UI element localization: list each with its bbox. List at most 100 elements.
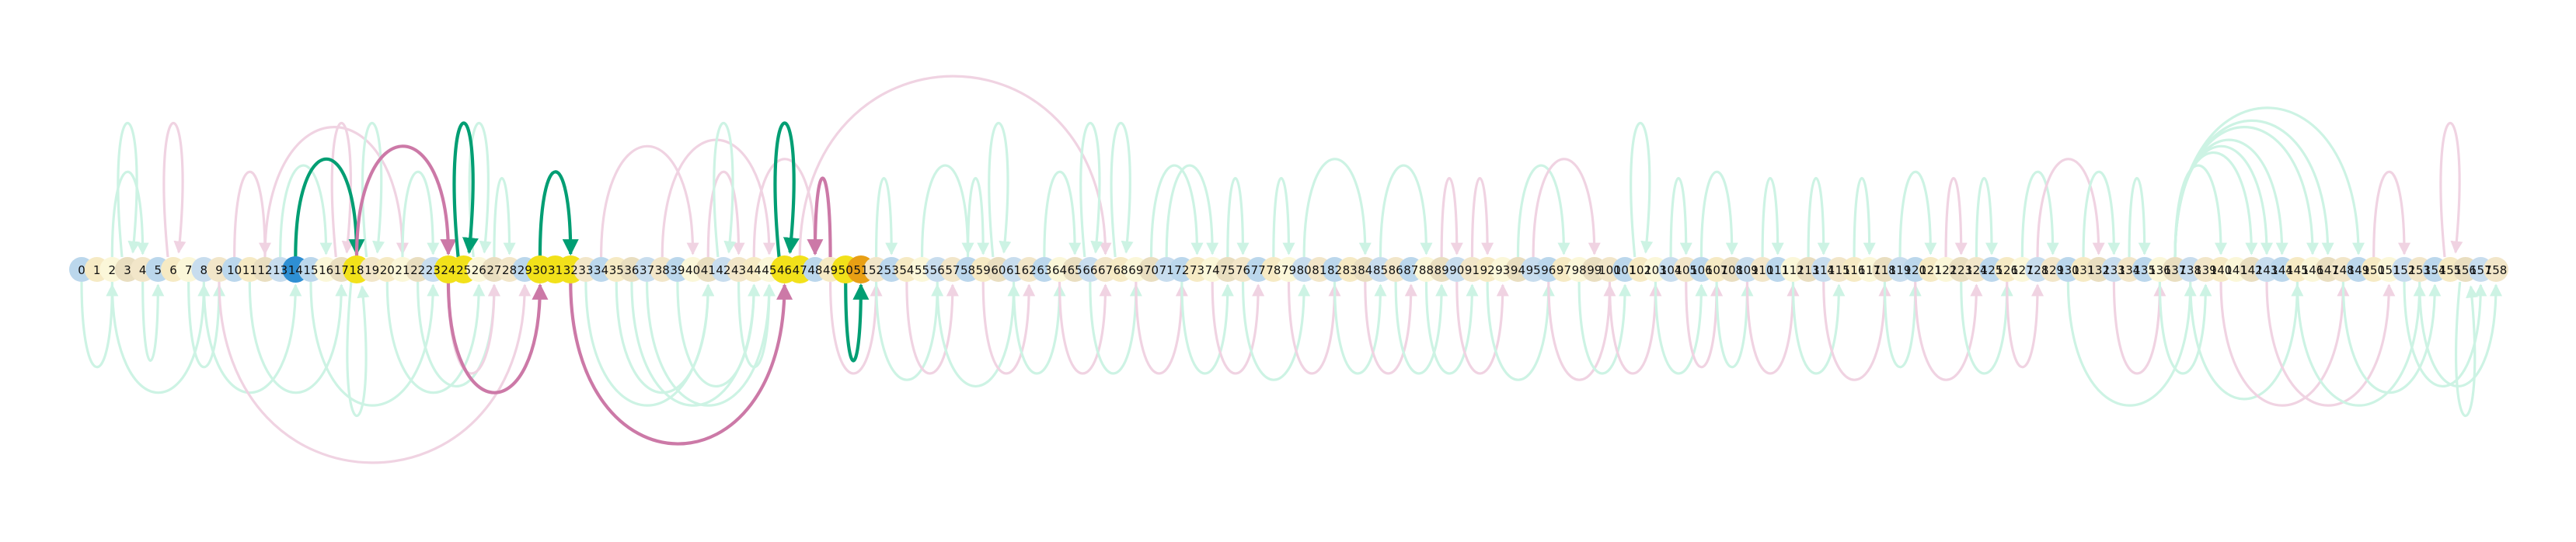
background-edge-82-85 xyxy=(1333,281,1387,375)
background-edge-69-72 xyxy=(1135,281,1188,375)
background-edge-124-125 xyxy=(1975,177,1999,258)
node-label-19: 19 xyxy=(364,263,379,277)
node-label-28: 28 xyxy=(502,263,517,277)
background-edge-21-23 xyxy=(401,170,440,258)
background-edge-95-99 xyxy=(1532,158,1601,258)
node-label-121: 121 xyxy=(1919,263,1942,277)
node-label-118: 118 xyxy=(1874,263,1896,277)
node-label-82: 82 xyxy=(1327,263,1342,277)
background-edge-105-107 xyxy=(1685,281,1724,369)
node-label-31: 31 xyxy=(548,263,563,277)
background-edge-2-4 xyxy=(110,170,149,258)
background-edge-137-140 xyxy=(2173,164,2228,258)
background-edge-72-75 xyxy=(1180,281,1234,375)
node-label-104: 104 xyxy=(1660,263,1682,277)
node-label-112: 112 xyxy=(1782,263,1804,277)
background-edge-103-106 xyxy=(1654,281,1708,375)
node-label-18: 18 xyxy=(349,263,364,277)
node-label-63: 63 xyxy=(1037,263,1051,277)
background-edge-74-77 xyxy=(1211,281,1265,375)
background-edge-91-92 xyxy=(1470,177,1494,258)
background-edge-123-126 xyxy=(1960,281,2013,375)
node-label-34: 34 xyxy=(594,263,608,277)
node-label-137: 137 xyxy=(2164,263,2187,277)
node-label-92: 92 xyxy=(1480,263,1495,277)
node-label-111: 111 xyxy=(1766,263,1789,277)
node-label-80: 80 xyxy=(1297,263,1312,277)
highlighted-edge-25-25 xyxy=(452,121,479,258)
background-edge-128-132 xyxy=(2036,158,2105,258)
background-edge-94-97 xyxy=(1516,164,1570,258)
node-label-57: 57 xyxy=(945,263,960,277)
node-label-72: 72 xyxy=(1174,263,1189,277)
node-label-37: 37 xyxy=(640,263,654,277)
background-edge-130-138 xyxy=(2066,281,2197,407)
node-label-53: 53 xyxy=(884,263,899,277)
node-label-5: 5 xyxy=(155,263,162,277)
node-label-58: 58 xyxy=(960,263,975,277)
node-label-9: 9 xyxy=(215,263,223,277)
highlighted-edge-30-32 xyxy=(538,170,579,258)
node-label-12: 12 xyxy=(257,263,272,277)
node-label-21: 21 xyxy=(395,263,410,277)
node-label-64: 64 xyxy=(1052,263,1067,277)
node-label-151: 151 xyxy=(2378,263,2400,277)
background-edge-63-65 xyxy=(1043,170,1082,258)
background-edge-37-45 xyxy=(645,281,776,407)
node-label-100: 100 xyxy=(1598,263,1621,277)
background-edge-155-155 xyxy=(2439,122,2463,258)
node-label-87: 87 xyxy=(1403,263,1418,277)
node-label-150: 150 xyxy=(2362,263,2385,277)
node-label-133: 133 xyxy=(2103,263,2125,277)
background-edge-138-145 xyxy=(2189,281,2304,401)
background-edge-41-43 xyxy=(706,170,745,258)
background-edge-66-66 xyxy=(1079,122,1103,258)
node-label-20: 20 xyxy=(380,263,395,277)
highlighted-edge-46-46 xyxy=(773,121,800,258)
background-edge-18-18 xyxy=(346,281,370,417)
node-label-108: 108 xyxy=(1720,263,1743,277)
background-edge-109-112 xyxy=(1745,281,1800,375)
node-label-158: 158 xyxy=(2485,263,2508,277)
node-label-43: 43 xyxy=(731,263,746,277)
node-label-54: 54 xyxy=(899,263,914,277)
background-edge-8-14 xyxy=(202,281,302,394)
node-label-56: 56 xyxy=(930,263,945,277)
background-edge-80-84 xyxy=(1302,158,1372,258)
node-label-90: 90 xyxy=(1449,263,1464,277)
node-label-75: 75 xyxy=(1220,263,1235,277)
node-label-4: 4 xyxy=(139,263,147,277)
background-edge-68-68 xyxy=(1110,122,1134,258)
background-edge-39-44 xyxy=(676,281,761,388)
node-label-119: 119 xyxy=(1889,263,1912,277)
node-label-126: 126 xyxy=(1996,263,2018,277)
node-label-127: 127 xyxy=(2011,263,2034,277)
background-edge-7-9 xyxy=(187,281,225,369)
background-edge-4-5 xyxy=(141,281,165,362)
background-edge-118-120 xyxy=(1883,281,1922,369)
background-edge-104-105 xyxy=(1669,177,1692,258)
node-label-122: 122 xyxy=(1935,263,1957,277)
node-label-86: 86 xyxy=(1389,263,1403,277)
node-label-134: 134 xyxy=(2118,263,2141,277)
node-label-98: 98 xyxy=(1572,263,1587,277)
node-label-145: 145 xyxy=(2286,263,2309,277)
node-label-81: 81 xyxy=(1312,263,1326,277)
node-label-47: 47 xyxy=(793,263,807,277)
background-edge-116-117 xyxy=(1853,177,1876,258)
node-label-10: 10 xyxy=(227,263,242,277)
background-edge-90-93 xyxy=(1455,281,1509,375)
node-label-148: 148 xyxy=(2332,263,2355,277)
node-label-65: 65 xyxy=(1068,263,1082,277)
node-row xyxy=(69,255,2508,283)
node-label-152: 152 xyxy=(2393,263,2416,277)
node-label-1: 1 xyxy=(93,263,101,277)
node-label-94: 94 xyxy=(1511,263,1525,277)
background-edge-43-45 xyxy=(737,281,776,369)
node-label-157: 157 xyxy=(2470,263,2492,277)
node-label-52: 52 xyxy=(869,263,884,277)
node-label-32: 32 xyxy=(563,263,578,277)
node-label-130: 130 xyxy=(2057,263,2079,277)
background-edge-102-102 xyxy=(1630,122,1654,258)
node-label-85: 85 xyxy=(1373,263,1388,277)
